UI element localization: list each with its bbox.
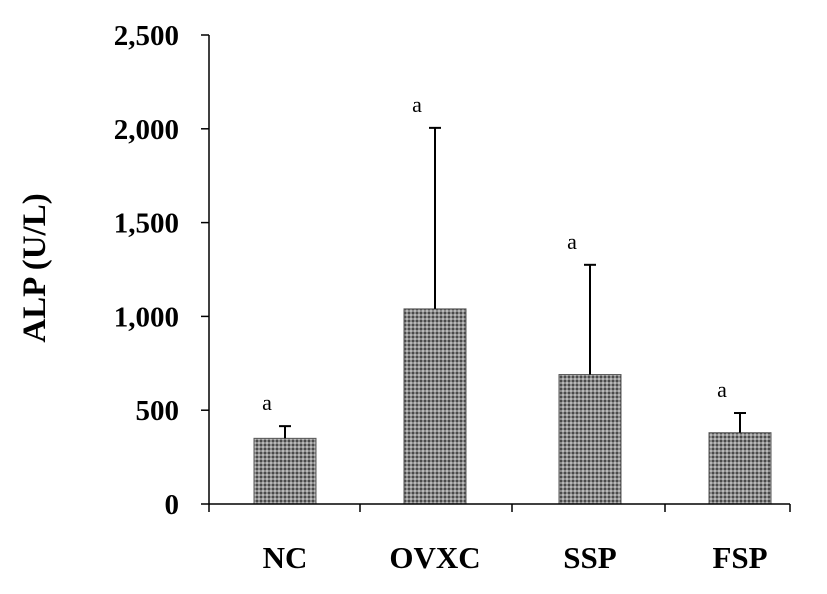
x-category-label-ovxc: OVXC xyxy=(389,540,480,575)
significance-label-fsp: a xyxy=(717,377,727,402)
significance-label-ovxc: a xyxy=(412,92,422,117)
y-tick-label: 500 xyxy=(136,395,180,427)
axes-layer xyxy=(201,34,791,512)
y-tick-label: 2,500 xyxy=(114,20,179,52)
y-axis-title: ALP (U/L) xyxy=(17,193,53,342)
bars-layer xyxy=(253,308,772,505)
significance-label-nc: a xyxy=(262,390,272,415)
significance-label-ssp: a xyxy=(567,229,577,254)
bar-fsp xyxy=(708,432,772,505)
error-bars-layer xyxy=(279,126,746,439)
x-category-label-fsp: FSP xyxy=(712,540,767,575)
y-tick-label: 2,000 xyxy=(114,114,179,146)
x-category-label-nc: NC xyxy=(263,540,308,575)
y-tick-label: 1,000 xyxy=(114,301,179,333)
bar-ssp xyxy=(558,374,622,505)
labels-layer: a a a a 0 500 1,000 1,500 2,000 2,500 NC OVXC SSP FSP xyxy=(114,20,768,575)
bar-ovxc xyxy=(403,308,467,505)
x-category-label-ssp: SSP xyxy=(563,540,616,575)
y-tick-label: 1,500 xyxy=(114,208,179,240)
y-tick-label: 0 xyxy=(165,489,180,521)
bar-nc xyxy=(253,437,317,505)
